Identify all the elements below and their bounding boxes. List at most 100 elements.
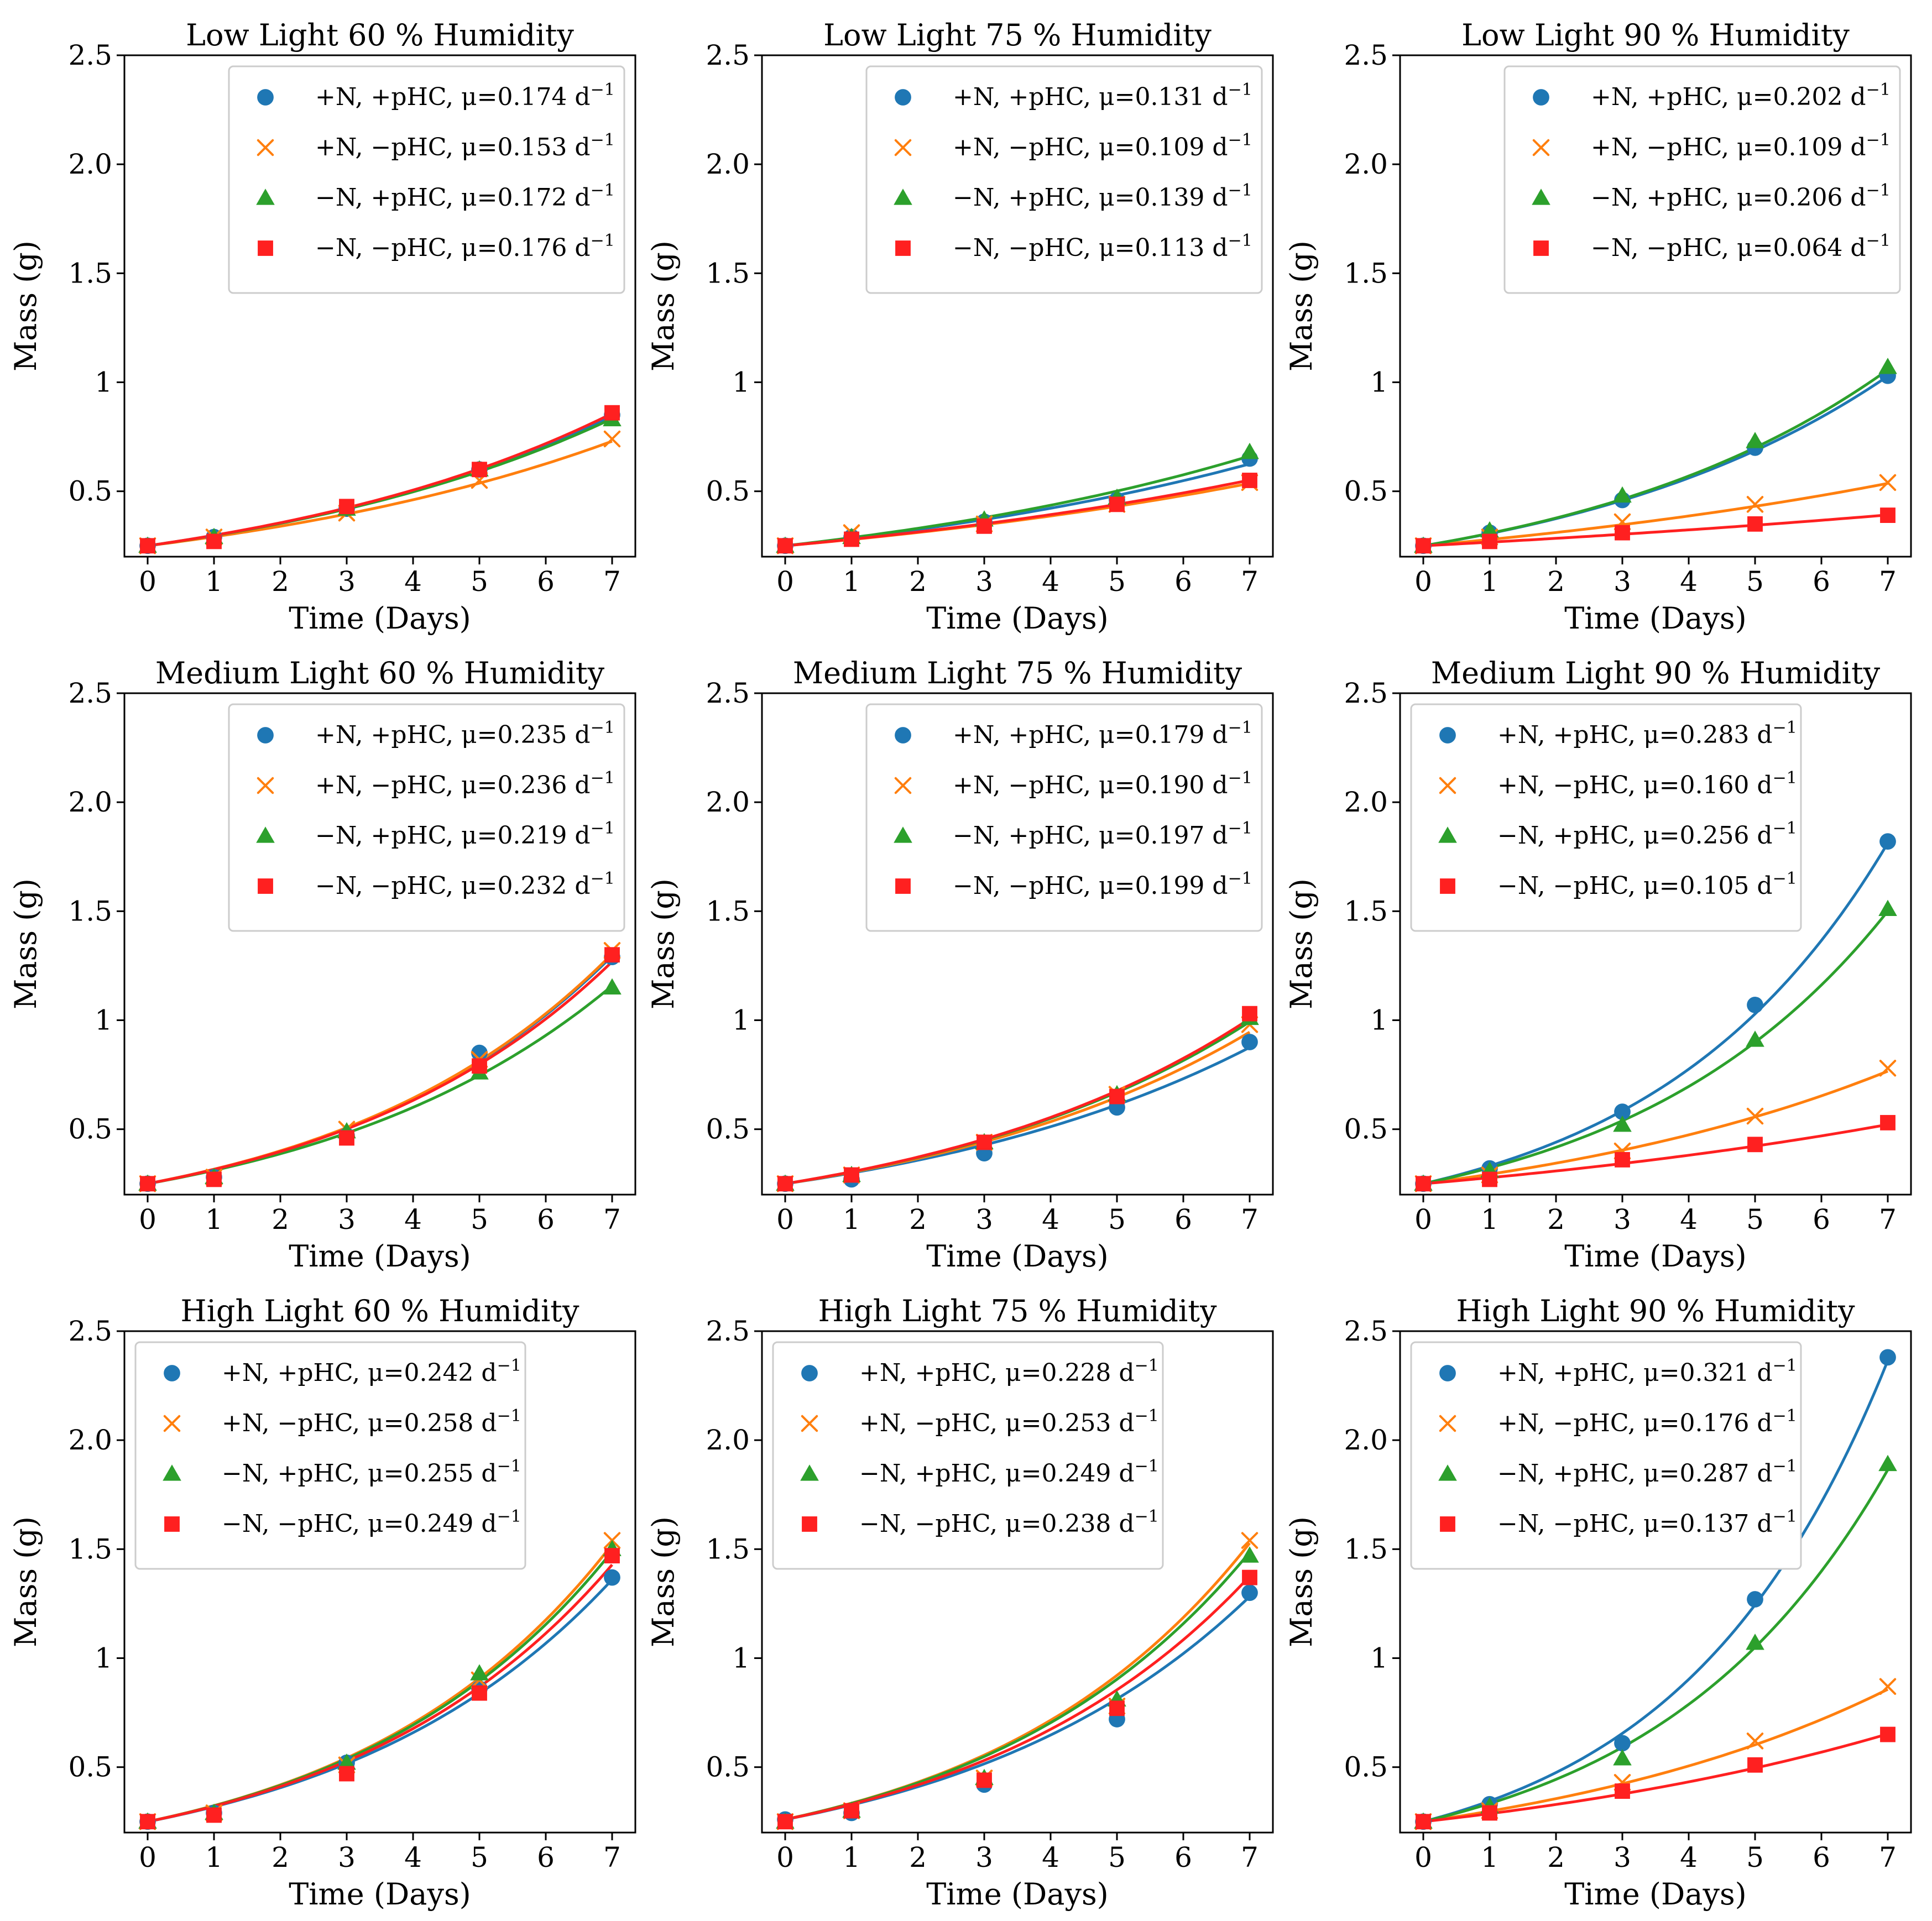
data-point-mn-mpHC	[604, 947, 620, 963]
legend-entry: +N, +pHC, μ=0.321 d−1	[1497, 1356, 1797, 1387]
legend-marker-mn-ppHC	[256, 826, 275, 843]
legend-marker-pn-ppHC	[1439, 1365, 1456, 1381]
x-tick-label: 1	[843, 1203, 860, 1236]
data-point-mn-mpHC	[140, 1176, 155, 1192]
data-point-pn-ppHC	[1241, 1034, 1258, 1050]
legend: +N, +pHC, μ=0.174 d−1 +N, −pHC, μ=0.153 d…	[228, 65, 625, 294]
data-point-mn-mpHC	[1880, 507, 1896, 523]
legend-marker-mn-ppHC	[256, 189, 275, 205]
x-tick-label: 0	[1414, 1841, 1432, 1873]
legend-entry: +N, +pHC, μ=0.174 d−1	[315, 80, 615, 111]
legend-entry: +N, +pHC, μ=0.179 d−1	[953, 718, 1252, 749]
legend-entry: −N, +pHC, μ=0.287 d−1	[1497, 1457, 1797, 1488]
x-tick-label: 6	[537, 1203, 555, 1236]
legend-marker-pn-ppHC	[801, 1365, 818, 1381]
y-tick-label: 2.5	[706, 1315, 750, 1347]
data-point-mn-mpHC	[844, 531, 859, 547]
data-point-pn-mpHC	[1241, 1532, 1259, 1549]
y-tick-label: 2.0	[1344, 786, 1388, 818]
data-point-pn-mpHC	[1746, 1732, 1764, 1750]
y-axis-label: Mass (g)	[8, 240, 43, 371]
fit-line-mn-ppHC	[147, 1550, 613, 1823]
data-point-mn-ppHC	[1746, 1030, 1764, 1047]
y-tick-label: 1	[732, 1004, 750, 1037]
data-point-pn-ppHC	[1879, 1349, 1896, 1366]
x-tick-label: 7	[1879, 1203, 1897, 1236]
legend-entry: −N, +pHC, μ=0.249 d−1	[859, 1457, 1159, 1488]
legend-marker-mn-ppHC	[163, 1464, 181, 1481]
x-tick-label: 7	[603, 1841, 621, 1873]
y-axis-label: Mass (g)	[1284, 240, 1319, 371]
y-tick-label: 1	[95, 1004, 112, 1037]
data-point-mn-ppHC	[1746, 432, 1764, 448]
panel-title: Medium Light 90 % Humidity	[1431, 656, 1881, 690]
legend-marker-pn-mpHC	[894, 139, 912, 156]
x-tick-label: 5	[471, 566, 488, 598]
x-tick-label: 0	[139, 1203, 156, 1236]
legend-entry: +N, −pHC, μ=0.160 d−1	[1497, 768, 1797, 799]
legend-marker-mn-mpHC	[258, 878, 273, 894]
plot-frame	[123, 692, 636, 1196]
x-axis-label: Time (Days)	[926, 601, 1108, 636]
data-point-mn-mpHC	[604, 405, 620, 421]
fit-line-pn-ppHC	[147, 415, 613, 547]
x-tick-label: 6	[1813, 1203, 1830, 1236]
legend-marker-pn-ppHC	[257, 727, 274, 744]
chart-panel: High Light 90 % Humidity 0 1 2 3 4 5 6 7 0.5 1 1.5 2…	[1284, 1294, 1912, 1912]
legend-box	[228, 703, 625, 932]
fit-line-pn-mpHC	[147, 1543, 613, 1823]
x-tick-label: 3	[975, 566, 993, 598]
data-point-mn-mpHC	[339, 1130, 354, 1146]
fit-line-mn-ppHC	[147, 417, 613, 547]
plot-frame	[123, 1330, 636, 1834]
data-point-mn-mpHC	[1242, 1006, 1257, 1022]
y-tick-label: 2.0	[68, 1424, 112, 1456]
legend-entry: +N, +pHC, μ=0.235 d−1	[315, 718, 615, 749]
fit-line-pn-mpHC	[1423, 1070, 1888, 1185]
x-tick-label: 3	[975, 1203, 993, 1236]
fit-line-pn-ppHC	[785, 1595, 1251, 1821]
x-tick-label: 3	[338, 1841, 356, 1873]
panel-title: High Light 60 % Humidity	[181, 1294, 579, 1328]
data-point-pn-ppHC	[471, 1044, 488, 1061]
chart-panel: Low Light 60 % Humidity 0 1 2 3 4 5 6 7 0.5 1 1.5 2.…	[8, 18, 636, 636]
y-tick-label: 2.0	[68, 786, 112, 818]
data-point-mn-mpHC	[206, 1807, 222, 1823]
legend: +N, +pHC, μ=0.321 d−1 +N, −pHC, μ=0.176 d…	[1410, 1341, 1802, 1570]
data-point-mn-ppHC	[603, 978, 622, 994]
legend-marker-mn-mpHC	[1440, 1516, 1455, 1532]
legend-marker-pn-ppHC	[895, 89, 911, 106]
x-tick-label: 3	[1614, 566, 1631, 598]
data-point-mn-mpHC	[1416, 1176, 1431, 1192]
fit-line-pn-mpHC	[1423, 481, 1888, 547]
x-tick-label: 1	[843, 566, 860, 598]
data-point-mn-mpHC	[777, 538, 793, 554]
legend-box	[134, 1341, 526, 1570]
legend-entry: +N, +pHC, μ=0.283 d−1	[1497, 718, 1797, 749]
fit-line-mn-ppHC	[785, 1020, 1251, 1185]
data-point-mn-ppHC	[1746, 1634, 1764, 1650]
data-point-pn-mpHC	[1746, 496, 1764, 513]
legend-entry: +N, −pHC, μ=0.258 d−1	[222, 1406, 521, 1437]
legend-box	[228, 65, 625, 294]
y-tick-label: 1.5	[68, 257, 112, 289]
legend: +N, +pHC, μ=0.283 d−1 +N, −pHC, μ=0.160 d…	[1410, 703, 1802, 932]
data-point-mn-mpHC	[1482, 1171, 1497, 1187]
panel-title: High Light 90 % Humidity	[1456, 1294, 1855, 1328]
x-tick-label: 7	[1879, 566, 1897, 598]
data-point-pn-ppHC	[1747, 997, 1763, 1013]
data-point-mn-mpHC	[140, 538, 155, 554]
fit-line-mn-ppHC	[1423, 368, 1889, 547]
x-tick-label: 1	[1481, 1841, 1498, 1873]
x-tick-label: 1	[205, 566, 223, 598]
fit-line-pn-ppHC	[1423, 842, 1889, 1185]
panel-title: Low Light 75 % Humidity	[823, 18, 1212, 53]
fit-line-pn-mpHC	[1423, 1688, 1889, 1823]
y-tick-label: 0.5	[1344, 1751, 1388, 1783]
x-tick-label: 1	[843, 1841, 860, 1873]
plot-frame	[761, 1330, 1274, 1834]
fit-line-pn-mpHC	[785, 1542, 1251, 1821]
data-point-mn-mpHC	[1615, 1151, 1630, 1168]
y-axis-label: Mass (g)	[8, 878, 43, 1009]
legend-box	[1410, 1341, 1802, 1570]
